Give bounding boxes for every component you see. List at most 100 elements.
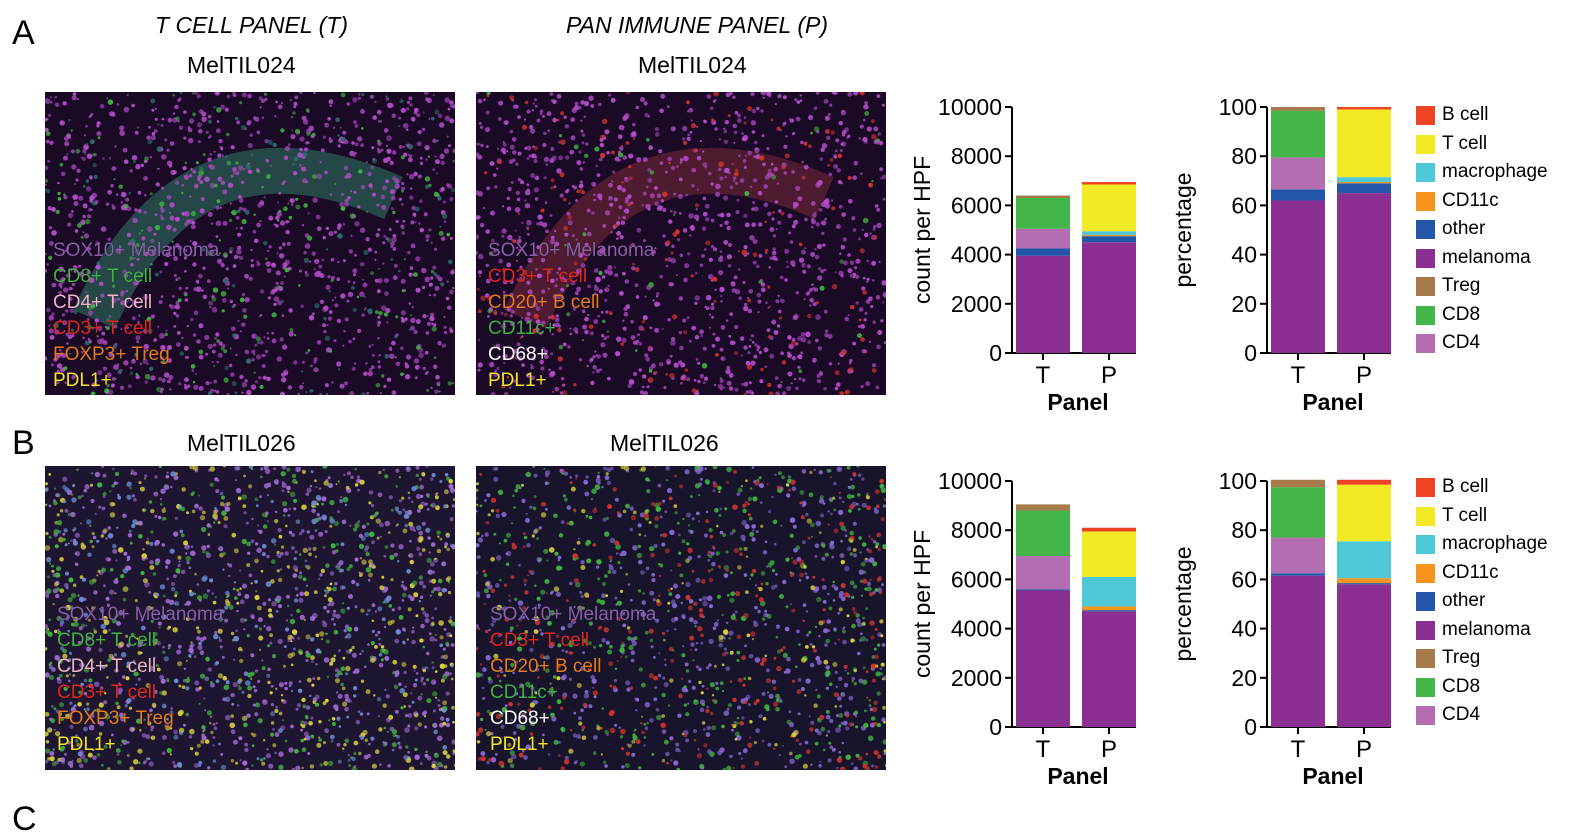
y-tick-label: 0 <box>1244 340 1257 366</box>
image-legend-a-p: SOX10+ Melanoma CD3+ T cell CD20+ B cell… <box>488 238 654 394</box>
legend-cd8-t-cell: CD8+ T cell <box>53 264 219 290</box>
y-tick-label: 6000 <box>951 192 1002 218</box>
y-tick-label: 8000 <box>951 143 1002 169</box>
legend-cd8-t-cell: CD8+ T cell <box>57 628 223 654</box>
legend-label: CD4 <box>1442 332 1480 354</box>
legend-cd4-t-cell: CD4+ T cell <box>53 290 219 316</box>
bar-segment-treg <box>1271 107 1325 111</box>
legend-swatch <box>1416 249 1435 268</box>
sample-title-b-right: MelTIL026 <box>610 430 719 457</box>
legend-label: Treg <box>1442 275 1480 297</box>
legend-swatch <box>1416 220 1435 239</box>
bar-segment-cd8 <box>1016 198 1070 229</box>
y-axis-label: percentage <box>1170 546 1196 661</box>
y-axis-label: count per HPF <box>909 530 935 678</box>
legend-swatch <box>1416 621 1435 640</box>
y-tick-label: 0 <box>989 714 1002 740</box>
legend-swatch <box>1416 163 1435 182</box>
y-tick-label: 10000 <box>938 94 1002 120</box>
legend-swatch <box>1416 592 1435 611</box>
bar-segment-cd4 <box>1016 556 1070 589</box>
panel-letter-c: C <box>12 800 37 839</box>
bar-segment-other <box>1271 189 1325 200</box>
legend-label: CD11c <box>1442 562 1499 584</box>
bar-segment-cd8 <box>1271 111 1325 158</box>
x-tick-label: T <box>1036 736 1051 763</box>
legend-swatch <box>1416 478 1435 497</box>
legend-sox10-melanoma: SOX10+ Melanoma <box>57 602 223 628</box>
x-tick-label: T <box>1291 736 1306 763</box>
legend-swatch <box>1416 649 1435 668</box>
bar-segment-macrophage <box>1337 541 1391 578</box>
legend-cd3-t-cell: CD3+ T cell <box>488 264 654 290</box>
legend-label: CD8 <box>1442 676 1480 698</box>
legend-foxp3-treg: FOXP3+ Treg <box>57 706 223 732</box>
y-tick-label: 60 <box>1231 192 1257 218</box>
bar-segment-b-cell <box>1337 107 1391 109</box>
sample-title-a-right: MelTIL024 <box>638 52 747 79</box>
legend-cd3-t-cell: CD3+ T cell <box>53 316 219 342</box>
y-tick-label: 80 <box>1231 143 1257 169</box>
micrograph-a-p-panel: SOX10+ Melanoma CD3+ T cell CD20+ B cell… <box>476 92 886 395</box>
y-tick-label: 4000 <box>951 242 1002 268</box>
x-tick-label: P <box>1101 736 1117 763</box>
bar-segment-t-cell <box>1082 184 1136 231</box>
legend-label: B cell <box>1442 104 1488 126</box>
legend-sox10-melanoma: SOX10+ Melanoma <box>53 238 219 264</box>
micrograph-b-p-panel: SOX10+ Melanoma CD3+ T cell CD20+ B cell… <box>476 466 886 770</box>
legend-label: melanoma <box>1442 247 1531 269</box>
y-tick-label: 40 <box>1231 616 1257 642</box>
legend-label: T cell <box>1442 133 1487 155</box>
y-tick-label: 60 <box>1231 566 1257 592</box>
bar-segment-melanoma <box>1337 584 1391 727</box>
bar-segment-melanoma <box>1082 611 1136 727</box>
legend-pdl1: PDL1+ <box>488 368 654 394</box>
x-axis-label: Panel <box>1302 763 1363 789</box>
bar-segment-treg <box>1016 196 1070 198</box>
legend-cd3-t-cell: CD3+ T cell <box>57 680 223 706</box>
bar-segment-cd11c <box>1337 182 1391 183</box>
bar-segment-melanoma <box>1271 200 1325 353</box>
legend-swatch <box>1416 106 1435 125</box>
bar-segment-t-cell <box>1337 109 1391 177</box>
legend-cd20-b-cell: CD20+ B cell <box>488 290 654 316</box>
legend-sox10-melanoma: SOX10+ Melanoma <box>488 238 654 264</box>
sample-title-a-left: MelTIL024 <box>187 52 296 79</box>
bar-segment-macrophage <box>1337 177 1391 182</box>
y-tick-label: 4000 <box>951 616 1002 642</box>
x-tick-label: P <box>1356 736 1372 763</box>
y-axis-label: percentage <box>1170 172 1196 287</box>
bar-segment-cd4 <box>1271 538 1325 574</box>
y-tick-label: 10000 <box>938 468 1002 494</box>
y-tick-label: 0 <box>989 340 1002 366</box>
legend-swatch <box>1416 706 1435 725</box>
legend-label: CD11c <box>1442 190 1499 212</box>
legend-swatch <box>1416 334 1435 353</box>
bar-segment-cd8 <box>1016 511 1070 557</box>
legend-swatch <box>1416 535 1435 554</box>
image-legend-b-t: SOX10+ Melanoma CD8+ T cell CD4+ T cell … <box>57 602 223 758</box>
legend-swatch <box>1416 135 1435 154</box>
legend-cd68: CD68+ <box>488 342 654 368</box>
y-tick-label: 2000 <box>951 665 1002 691</box>
bar-segment-cd4 <box>1016 229 1070 249</box>
bar-segment-cd11c <box>1082 606 1136 610</box>
legend-foxp3-treg: FOXP3+ Treg <box>53 342 219 368</box>
x-tick-label: P <box>1356 362 1372 389</box>
bar-segment-other <box>1016 589 1070 590</box>
x-axis-label: Panel <box>1047 763 1108 789</box>
y-tick-label: 80 <box>1231 517 1257 543</box>
legend-label: macrophage <box>1442 161 1548 183</box>
bar-segment-t-cell <box>1082 531 1136 577</box>
image-legend-a-t: SOX10+ Melanoma CD8+ T cell CD4+ T cell … <box>53 238 219 394</box>
legend-label: macrophage <box>1442 533 1548 555</box>
bar-segment-melanoma <box>1082 242 1136 353</box>
image-legend-b-p: SOX10+ Melanoma CD3+ T cell CD20+ B cell… <box>490 602 656 758</box>
bar-segment-t-cell <box>1337 485 1391 542</box>
micrograph-b-t-panel: SOX10+ Melanoma CD8+ T cell CD4+ T cell … <box>45 466 455 770</box>
legend-cd11c: CD11c+ <box>488 316 654 342</box>
